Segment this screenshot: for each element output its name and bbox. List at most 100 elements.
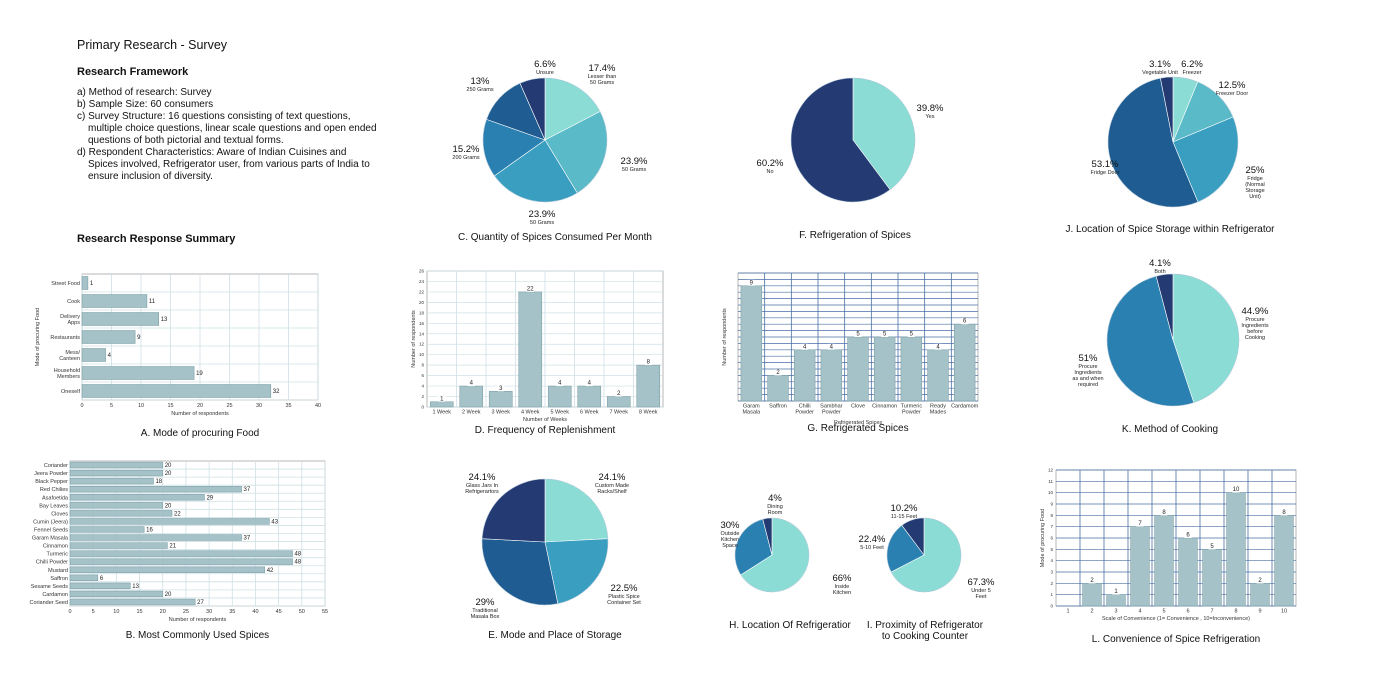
value-label: 4	[588, 381, 592, 387]
chart-title: C. Quantity of Spices Consumed Per Month	[458, 232, 652, 243]
chart-title: E. Mode and Place of Storage	[488, 630, 622, 641]
y-tick-label: 16	[419, 321, 425, 326]
x-tick-label: 0	[68, 609, 71, 615]
pie-slice	[852, 77, 916, 191]
bar	[459, 385, 484, 408]
value-label: 2	[1258, 578, 1262, 584]
x-tick-label: 45	[276, 609, 282, 615]
slice-label: Inside Kitchen	[833, 584, 851, 596]
bar	[1130, 526, 1150, 607]
bar	[820, 349, 843, 402]
chart-most-commonly-used-spices: 0 5 10 15 20 25 30 35 40 45 50 55 Coriander 20 Jeera P…	[25, 455, 335, 645]
chart-title: A. Mode of procuring Food	[141, 428, 259, 439]
value-label: 29	[206, 495, 213, 501]
slice-percent: 24.1%	[599, 472, 626, 483]
value-label-bg	[644, 359, 653, 366]
bar	[81, 348, 106, 362]
chart-svg: 44.9%Procure Ingredients before Cooking 51%P…	[1072, 258, 1269, 435]
category-label: Street Food	[51, 281, 80, 287]
category-label: 6	[1186, 609, 1189, 615]
chart-mode-of-procuring-food: 0 5 10 15 20 25 30 35 40 Street Food 1 Cook 11 Delive…	[30, 268, 330, 443]
chart-frequency-of-replenishment: 0 2 4 6 8 10 12 14 16 18 20 22 24 26 1 1 Week 4 2 Week 3 3 …	[405, 265, 675, 440]
chart-svg: 0123456789101112122137485665710829810Sca…	[1040, 468, 1297, 645]
y-tick-label: 10	[1048, 490, 1054, 495]
slice-percent: 22.4%	[859, 534, 886, 545]
value-label: 18	[155, 479, 162, 485]
chart-svg: 67.3%Under 5 Feet 22.4%5-10 Feet 10.2%11-15…	[859, 503, 995, 642]
x-tick-label: 30	[256, 403, 262, 409]
bar	[900, 336, 923, 402]
bar	[69, 477, 154, 485]
category-label: Coriander	[44, 463, 68, 469]
chart-method-of-cooking: 44.9% Procure Ingredients before Cooking 51% P…	[1040, 250, 1300, 440]
value-label-bg	[1184, 532, 1192, 538]
pie-slice	[762, 517, 773, 556]
chart-svg: 6.2%Freezer 12.5%Freezer Door 25%Fridge (No…	[1066, 59, 1276, 235]
chart-svg: 0 5 10 15 20 25 30 35 40 45 50 55 Coriander 20 Jeera P…	[29, 460, 328, 641]
value-label: 10	[1233, 487, 1240, 493]
x-tick-label: 15	[136, 609, 142, 615]
value-label-bg	[526, 285, 535, 292]
pie-outline	[790, 77, 916, 203]
slice-label: Freezer Door	[1216, 91, 1249, 97]
value-label-bg	[800, 343, 809, 350]
bar	[69, 494, 205, 501]
value-label: 7	[1138, 521, 1142, 527]
x-tick-label: 10	[138, 403, 144, 409]
x-tick-label: 5	[110, 403, 113, 409]
chart-svg: 39.8%Yes 60.2%No F. Refrigeration of Spice…	[757, 77, 944, 241]
y-tick-label: 24	[419, 279, 425, 284]
bar	[81, 366, 195, 380]
value-label: 6	[963, 319, 967, 325]
y-tick-label: 26	[419, 269, 425, 274]
value-label: 3	[499, 386, 503, 392]
pie-slice	[1106, 275, 1195, 407]
value-label: 20	[165, 503, 172, 509]
value-label-bg	[880, 331, 889, 337]
slice-label: 200 Grams	[452, 155, 479, 161]
value-label-bg	[774, 369, 782, 376]
summary-heading: Research Response Summary	[77, 233, 236, 245]
category-label: Asafoetida	[42, 495, 69, 501]
bar	[69, 566, 266, 573]
pie-slice	[740, 517, 810, 593]
value-label: 20	[165, 592, 172, 598]
pie-slice	[544, 111, 608, 194]
y-tick-label: 7	[1050, 524, 1053, 529]
pie-slice	[519, 77, 546, 141]
category-label: Black Pepper	[35, 479, 68, 485]
x-axis-label: Refrigerated Spices	[834, 420, 883, 426]
slice-label: 11-15 Feet	[891, 514, 918, 520]
pie-slice	[493, 139, 578, 203]
category-label: Saffron	[50, 576, 68, 582]
slice-label: No	[766, 169, 773, 175]
slice-label: 250 Grams	[466, 87, 493, 93]
value-label: 5	[910, 332, 914, 338]
slice-percent: 24.1%	[469, 472, 496, 483]
category-label: Cook	[67, 299, 80, 305]
value-label: 48	[295, 560, 302, 566]
value-label-bg	[1160, 509, 1168, 516]
category-label: 8 Week	[639, 410, 658, 416]
y-tick-label: 1	[1050, 592, 1053, 597]
y-tick-label: 0	[421, 405, 424, 410]
x-tick-label: 40	[315, 403, 321, 409]
slice-label: 50 Grams	[530, 220, 554, 226]
category-label: Mess/Canteen	[59, 350, 80, 362]
slice-percent: 51%	[1078, 353, 1098, 364]
slice-percent: 66%	[832, 573, 852, 584]
value-label: 4	[108, 353, 112, 359]
slice-percent: 53.1%	[1092, 159, 1119, 170]
bar	[740, 285, 763, 402]
slice-label: Freezer	[1183, 70, 1202, 76]
x-tick-label: 15	[167, 403, 173, 409]
chart-title: J. Location of Spice Storage within Refr…	[1066, 224, 1276, 235]
pie-slice	[890, 517, 962, 593]
category-label: Cinnamon	[43, 544, 68, 550]
slice-percent: 23.9%	[529, 209, 556, 220]
category-label: 4	[1138, 609, 1141, 615]
value-label-bg	[747, 279, 756, 286]
category-label: Chilli Powder	[36, 560, 68, 566]
bar	[1106, 594, 1126, 607]
